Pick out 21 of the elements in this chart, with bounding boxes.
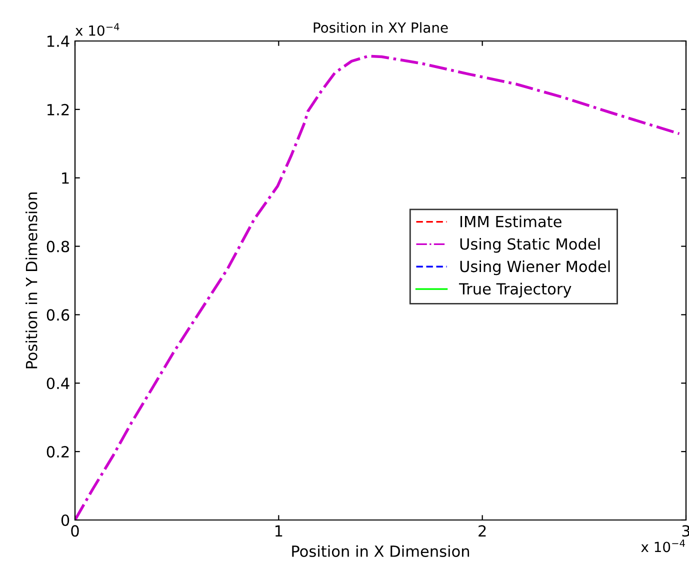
legend-label: Using Static Model (460, 238, 600, 253)
x-tick-label: 2 (478, 525, 486, 536)
legend-label: IMM Estimate (460, 216, 562, 228)
chart-title: Position in XY Plane (314, 22, 448, 33)
y-tick-label: 0.4 (46, 378, 70, 390)
y-tick-label: 1.2 (48, 104, 69, 116)
x-tick-label: 1 (275, 525, 282, 536)
legend-label: Using Wiener Model (460, 260, 610, 276)
y-tick-label: 0.8 (46, 240, 70, 252)
y-tick-label: 0.2 (46, 446, 69, 458)
line-series (75, 54, 681, 520)
y-tick-label: 1.4 (48, 36, 70, 47)
y-tick-label: 0 (61, 514, 70, 526)
text: x 10$^{−4}$ (75, 23, 120, 36)
text: x 10$^{−4}$ (641, 540, 685, 552)
x-axis-title: Position in X Dimension (292, 545, 470, 558)
y-tick-label: 1 (62, 172, 69, 184)
legend-label: True Trajectory (458, 282, 572, 298)
y-axis-title: Position in Y Dimension (26, 192, 38, 368)
x-tick-label: 0 (71, 525, 79, 537)
y-tick-label: 0.6 (46, 309, 70, 321)
